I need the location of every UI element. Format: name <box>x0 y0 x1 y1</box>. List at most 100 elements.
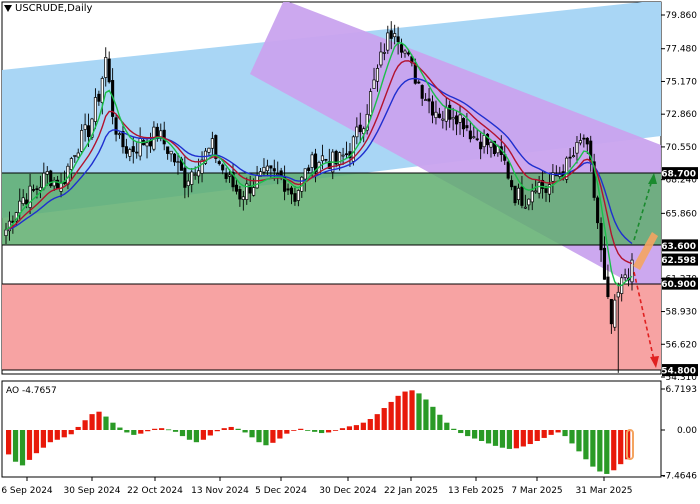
candle[interactable] <box>238 186 242 207</box>
ao-bar[interactable] <box>332 430 339 431</box>
ao-bar[interactable] <box>159 428 165 430</box>
ao-bar[interactable] <box>548 430 554 435</box>
candle[interactable] <box>616 282 620 373</box>
candle[interactable] <box>131 136 135 164</box>
candle[interactable] <box>176 153 180 175</box>
candle[interactable] <box>31 184 36 193</box>
candle[interactable] <box>107 51 111 84</box>
candle[interactable] <box>310 151 314 177</box>
candle[interactable] <box>389 21 393 50</box>
candle[interactable] <box>592 153 596 201</box>
ao-bar[interactable] <box>465 430 471 437</box>
ao-bar[interactable] <box>117 427 123 430</box>
ao-bar[interactable] <box>207 430 213 436</box>
candle[interactable] <box>582 134 586 148</box>
candle[interactable] <box>166 146 170 160</box>
ao-bar[interactable] <box>193 430 200 443</box>
candle[interactable] <box>482 129 486 154</box>
ao-bar[interactable] <box>569 430 575 444</box>
sell-zone[interactable] <box>2 284 661 370</box>
candle[interactable] <box>599 217 603 262</box>
ao-bar[interactable] <box>54 430 60 440</box>
ao-bar[interactable] <box>96 411 102 430</box>
candle[interactable] <box>197 158 201 184</box>
candle[interactable] <box>379 42 383 68</box>
ao-bar[interactable] <box>131 430 137 435</box>
ao-bar[interactable] <box>165 429 172 431</box>
ao-bar[interactable] <box>604 430 610 474</box>
candle[interactable] <box>441 110 445 129</box>
candle[interactable] <box>221 163 225 175</box>
candle[interactable] <box>224 167 228 183</box>
ao-bar[interactable] <box>145 430 151 432</box>
ao-bar[interactable] <box>319 430 325 434</box>
ao-bar[interactable] <box>138 430 144 434</box>
candle[interactable] <box>396 26 400 55</box>
ao-bar[interactable] <box>124 430 130 433</box>
candle[interactable] <box>214 134 218 164</box>
ao-bar[interactable] <box>583 430 589 460</box>
ao-bar[interactable] <box>576 430 582 452</box>
candle[interactable] <box>424 93 428 101</box>
ao-bar[interactable] <box>12 430 19 462</box>
ao-bar[interactable] <box>186 430 193 440</box>
candle[interactable] <box>83 113 87 142</box>
candle[interactable] <box>506 160 510 180</box>
ao-bar[interactable] <box>611 430 617 471</box>
candle[interactable] <box>455 110 459 136</box>
ao-bar[interactable] <box>242 430 248 433</box>
ao-bar[interactable] <box>179 430 186 437</box>
candle[interactable] <box>296 189 300 207</box>
candle[interactable] <box>45 166 49 186</box>
candle[interactable] <box>28 173 32 215</box>
ao-bar[interactable] <box>451 428 457 430</box>
candle[interactable] <box>427 88 431 114</box>
dropdown-triangle-icon[interactable] <box>4 5 12 12</box>
ao-bar[interactable] <box>590 430 596 467</box>
candle[interactable] <box>97 90 101 106</box>
candle[interactable] <box>117 132 122 139</box>
candle[interactable] <box>124 138 128 159</box>
candle[interactable] <box>73 155 77 163</box>
ao-bar[interactable] <box>520 430 526 447</box>
candle[interactable] <box>210 131 214 156</box>
candle[interactable] <box>472 124 476 139</box>
candle[interactable] <box>417 79 421 84</box>
candle[interactable] <box>530 183 534 211</box>
candle[interactable] <box>286 183 290 195</box>
ao-bar[interactable] <box>444 422 450 430</box>
ao-bar[interactable] <box>214 430 220 432</box>
candle[interactable] <box>21 189 25 206</box>
candle[interactable] <box>479 131 483 160</box>
ao-bar[interactable] <box>409 390 415 430</box>
ao-bar[interactable] <box>270 430 276 443</box>
ao-bar[interactable] <box>562 430 568 437</box>
candle[interactable] <box>4 222 8 244</box>
candle[interactable] <box>448 100 452 128</box>
ao-bar[interactable] <box>506 430 513 449</box>
candle[interactable] <box>135 141 139 159</box>
candle[interactable] <box>568 148 572 168</box>
candle[interactable] <box>369 88 373 120</box>
ao-bar[interactable] <box>47 430 53 443</box>
ao-bar[interactable] <box>221 428 227 430</box>
candle[interactable] <box>527 198 531 211</box>
candle[interactable] <box>186 173 190 198</box>
ao-bar[interactable] <box>68 430 74 435</box>
ao-bar[interactable] <box>395 395 401 430</box>
candle[interactable] <box>241 190 245 211</box>
candle[interactable] <box>344 141 349 159</box>
ao-bar[interactable] <box>402 391 408 430</box>
ao-bar[interactable] <box>40 430 46 448</box>
candle[interactable] <box>510 175 514 191</box>
ao-bar[interactable] <box>263 430 269 446</box>
ao-bar[interactable] <box>499 430 506 448</box>
candle[interactable] <box>565 156 569 184</box>
ao-bar[interactable] <box>472 430 478 439</box>
candle[interactable] <box>386 25 390 54</box>
candle[interactable] <box>541 170 545 199</box>
candle[interactable] <box>523 194 527 210</box>
candle[interactable] <box>465 112 469 132</box>
ao-bar[interactable] <box>284 430 290 434</box>
